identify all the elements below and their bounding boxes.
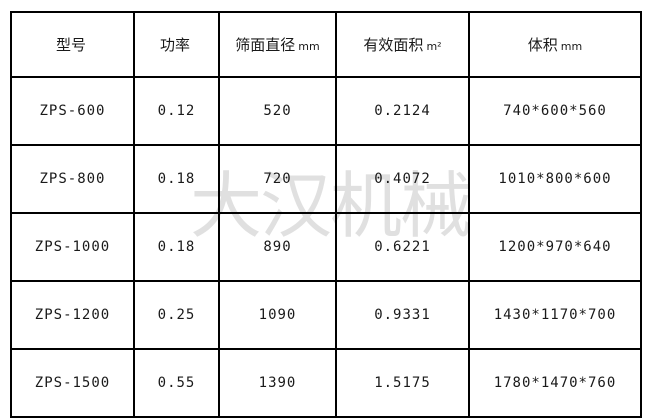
table-row: ZPS-600 0.12 520 0.2124 740*600*560 <box>10 76 642 146</box>
cell-power: 0.12 <box>133 76 220 146</box>
col-header-label: 体积 <box>527 36 558 54</box>
cell-screen-diameter: 720 <box>218 144 337 214</box>
cell-power: 0.18 <box>133 212 220 282</box>
cell-model: ZPS-600 <box>10 76 135 146</box>
col-header-label: 筛面直径 <box>235 36 296 54</box>
cell-effective-area: 0.4072 <box>335 144 470 214</box>
col-header-label: 型号 <box>55 36 86 54</box>
table-row: ZPS-1000 0.18 890 0.6221 1200*970*640 <box>10 212 642 282</box>
table-body: ZPS-600 0.12 520 0.2124 740*600*560 ZPS-800 0.… <box>10 76 642 418</box>
cell-screen-diameter: 520 <box>218 76 337 146</box>
col-header-model: 型号 <box>10 11 135 78</box>
cell-power: 0.18 <box>133 144 220 214</box>
cell-volume: 1430*1170*700 <box>468 280 642 350</box>
cell-effective-area: 1.5175 <box>335 348 470 418</box>
cell-volume: 740*600*560 <box>468 76 642 146</box>
cell-effective-area: 0.9331 <box>335 280 470 350</box>
table-row: ZPS-1200 0.25 1090 0.9331 1430*1170*700 <box>10 280 642 350</box>
col-header-label: 功率 <box>159 36 190 54</box>
cell-screen-diameter: 1090 <box>218 280 337 350</box>
header-row: 型号 功率 筛面直径 mm 有效面积 m² 体积 mm <box>10 11 642 78</box>
table-row: ZPS-800 0.18 720 0.4072 1010*800*600 <box>10 144 642 214</box>
spec-table: 型号 功率 筛面直径 mm 有效面积 m² 体积 mm ZPS-600 0.12 520 0… <box>10 11 642 418</box>
col-header-effective-area: 有效面积 m² <box>335 11 470 78</box>
col-header-volume: 体积 mm <box>468 11 642 78</box>
cell-model: ZPS-1000 <box>10 212 135 282</box>
cell-model: ZPS-1500 <box>10 348 135 418</box>
col-header-unit: mm <box>298 40 320 53</box>
col-header-unit: m² <box>426 40 442 53</box>
cell-power: 0.25 <box>133 280 220 350</box>
cell-volume: 1780*1470*760 <box>468 348 642 418</box>
col-header-power: 功率 <box>133 11 220 78</box>
cell-screen-diameter: 1390 <box>218 348 337 418</box>
col-header-label: 有效面积 <box>363 36 424 54</box>
cell-effective-area: 0.6221 <box>335 212 470 282</box>
table-row: ZPS-1500 0.55 1390 1.5175 1780*1470*760 <box>10 348 642 418</box>
col-header-screen-diameter: 筛面直径 mm <box>218 11 337 78</box>
cell-screen-diameter: 890 <box>218 212 337 282</box>
cell-power: 0.55 <box>133 348 220 418</box>
cell-model: ZPS-800 <box>10 144 135 214</box>
cell-volume: 1200*970*640 <box>468 212 642 282</box>
cell-effective-area: 0.2124 <box>335 76 470 146</box>
col-header-unit: mm <box>560 40 583 53</box>
cell-model: ZPS-1200 <box>10 280 135 350</box>
cell-volume: 1010*800*600 <box>468 144 642 214</box>
